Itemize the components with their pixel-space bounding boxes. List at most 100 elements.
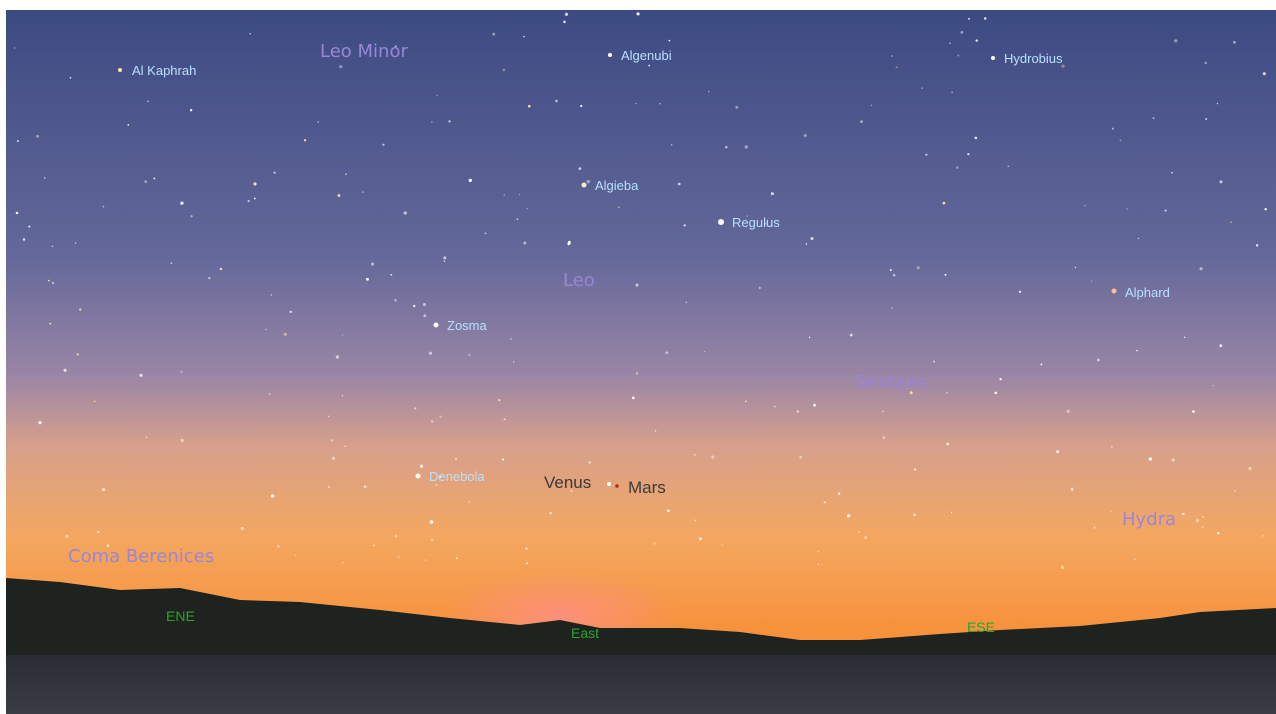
background-star <box>295 555 296 556</box>
background-star <box>448 120 450 122</box>
planet-label: Venus <box>544 473 591 492</box>
background-star <box>423 314 426 317</box>
background-star <box>144 180 147 183</box>
background-star <box>850 334 853 337</box>
background-star <box>1230 221 1232 223</box>
background-star <box>526 562 528 564</box>
background-star <box>456 557 458 559</box>
background-star <box>504 418 506 420</box>
background-star <box>527 208 528 209</box>
background-star <box>917 266 920 269</box>
background-star <box>14 47 16 49</box>
background-star <box>290 311 292 313</box>
background-star <box>332 457 335 460</box>
background-star <box>336 355 339 358</box>
background-star <box>498 399 500 401</box>
background-star <box>550 512 552 514</box>
background-star <box>1040 363 1042 365</box>
background-star <box>492 33 495 36</box>
background-star <box>431 420 434 423</box>
background-star <box>485 232 487 234</box>
background-star <box>818 551 819 552</box>
star-label: Algieba <box>595 178 639 193</box>
background-star <box>655 430 656 431</box>
background-star <box>1091 281 1092 282</box>
background-star <box>813 404 816 407</box>
background-star <box>519 194 520 195</box>
background-star <box>1075 267 1076 268</box>
background-star <box>1182 513 1185 516</box>
background-star <box>1233 41 1236 44</box>
background-star <box>304 139 306 141</box>
background-star <box>1067 410 1070 413</box>
background-star <box>699 537 702 540</box>
background-star <box>669 40 671 42</box>
background-star <box>23 238 26 241</box>
background-star <box>397 556 399 558</box>
background-star <box>804 134 807 137</box>
background-star <box>38 421 41 424</box>
background-star <box>338 194 341 197</box>
background-star <box>328 416 329 417</box>
background-star <box>735 106 738 109</box>
background-star <box>563 21 566 24</box>
background-star <box>882 436 885 439</box>
background-star <box>1149 457 1152 460</box>
background-star <box>951 512 952 513</box>
star-label: Zosma <box>447 318 488 333</box>
background-star <box>277 545 280 548</box>
background-star <box>667 510 670 513</box>
background-star <box>1217 103 1219 105</box>
background-star <box>430 520 433 523</box>
background-star <box>817 563 819 565</box>
star-label: Algenubi <box>621 48 672 63</box>
background-star <box>528 105 531 108</box>
background-star <box>995 392 998 395</box>
sky-view: Leo Minor Leo Sextans Hydra Coma Berenic… <box>0 0 1276 714</box>
constellation-label: Sextans <box>855 372 927 393</box>
background-star <box>420 465 423 468</box>
background-star <box>220 268 223 271</box>
background-star <box>503 69 506 72</box>
background-star <box>431 538 434 541</box>
background-star <box>1205 118 1207 120</box>
background-star <box>632 397 635 400</box>
page: Leo Minor Leo Sextans Hydra Coma Berenic… <box>0 0 1276 714</box>
background-star <box>1112 128 1114 130</box>
background-star <box>1171 172 1173 174</box>
background-star <box>914 468 916 470</box>
star-dot <box>118 68 122 72</box>
background-star <box>504 194 505 195</box>
background-star <box>284 333 287 336</box>
background-star <box>513 361 515 363</box>
background-star <box>146 437 148 439</box>
background-star <box>190 109 192 111</box>
background-star <box>469 501 470 502</box>
background-star <box>517 218 519 220</box>
background-star <box>364 485 367 488</box>
background-star <box>523 242 526 245</box>
background-star <box>79 308 81 310</box>
background-star <box>810 237 813 240</box>
background-star <box>1126 208 1127 209</box>
background-star <box>241 527 244 530</box>
background-star <box>28 226 30 228</box>
background-star <box>431 121 432 122</box>
background-star <box>824 501 826 503</box>
background-star <box>510 338 512 340</box>
background-star <box>671 144 673 146</box>
background-star <box>882 411 884 413</box>
planet-dot <box>615 484 619 488</box>
background-star <box>838 493 840 495</box>
background-star <box>1262 535 1263 536</box>
background-star <box>444 260 446 262</box>
background-star <box>153 177 155 179</box>
background-star <box>271 294 273 296</box>
background-star <box>49 323 51 325</box>
background-star <box>686 302 687 303</box>
background-star <box>896 66 898 68</box>
background-star <box>1071 488 1074 491</box>
background-star <box>328 486 330 488</box>
background-star <box>469 179 472 182</box>
background-star <box>1256 244 1258 246</box>
